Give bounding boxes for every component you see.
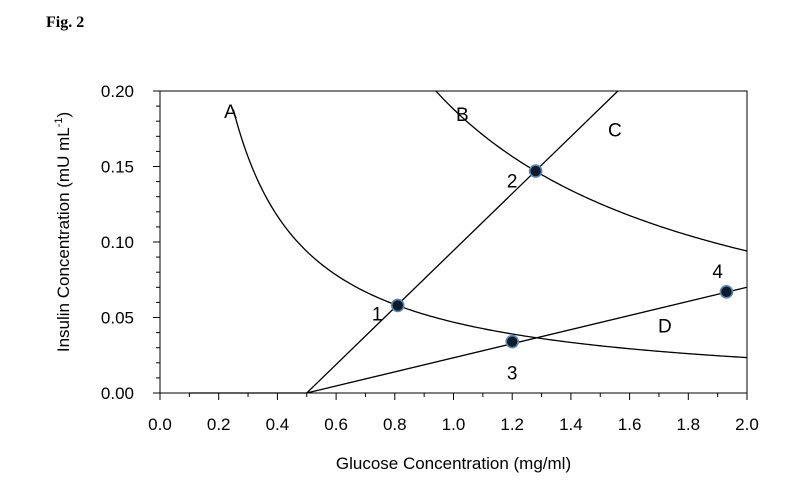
y-tick-label: 0.00 (101, 384, 134, 403)
point-4 (719, 285, 734, 299)
curve-a (232, 109, 748, 359)
point-2 (528, 164, 543, 178)
point-3 (505, 334, 520, 349)
y-axis-title: Insulin Concentration (mU mL-1) (53, 112, 73, 352)
curve-d (306, 286, 748, 394)
y-tick-label: 0.10 (101, 233, 134, 252)
y-tick-label: 0.20 (101, 82, 134, 101)
plot-frame (159, 90, 748, 394)
y-axis-title-sup: -1 (53, 118, 65, 128)
curve-label-a: A (224, 102, 237, 123)
x-tick-label: 1.2 (500, 415, 524, 434)
x-tick-label: 1.0 (442, 415, 466, 434)
y-tick-label: 0.05 (101, 309, 134, 328)
point-label-3: 3 (507, 363, 518, 384)
labels-layer: 0.0 0.2 0.4 0.6 0.8 1.0 1.2 1.4 1.6 1.8 2.0 0.00 0.0… (101, 82, 759, 434)
curve-label-d: D (658, 317, 672, 338)
x-tick-label: 0.8 (383, 415, 407, 434)
x-tick-label: 2.0 (735, 415, 759, 434)
x-tick-label: 0.6 (324, 415, 348, 434)
curves-layer (189, 90, 748, 394)
x-tick-label: 0.2 (207, 415, 231, 434)
point-label-1: 1 (372, 304, 383, 325)
x-tick-label: 1.8 (676, 415, 700, 434)
curve-c (189, 90, 619, 394)
y-axis-title-main: Insulin Concentration (mU mL (54, 127, 73, 352)
x-tick-label: 0.0 (148, 415, 172, 434)
point-1 (390, 298, 405, 313)
curve-label-c: C (608, 120, 622, 141)
y-tick-label: 0.15 (101, 158, 134, 177)
ticks-layer (153, 90, 748, 400)
x-tick-label: 1.4 (559, 415, 583, 434)
x-axis-title: Glucose Concentration (mg/ml) (336, 454, 571, 473)
curve-label-b: B (456, 105, 469, 126)
x-tick-label: 1.6 (618, 415, 642, 434)
curve-b (435, 90, 748, 252)
y-axis-title-close: ) (54, 112, 73, 118)
point-label-4: 4 (712, 262, 723, 283)
points-layer (390, 164, 734, 349)
x-tick-label: 0.4 (266, 415, 290, 434)
point-label-2: 2 (507, 172, 518, 193)
figure-label: Fig. 2 (46, 14, 85, 31)
